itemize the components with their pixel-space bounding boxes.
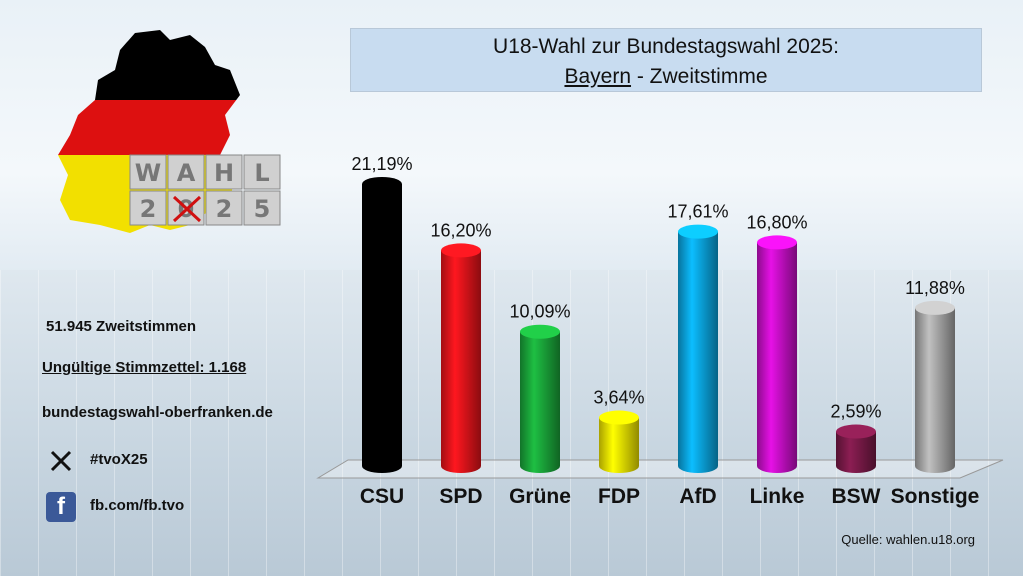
bar-grüne [520, 324, 560, 473]
bar-body [599, 417, 639, 473]
bar-body [441, 250, 481, 473]
logo-letter: A [177, 159, 196, 187]
bar-body [757, 242, 797, 473]
bar-cap [915, 300, 955, 315]
bar-fdp [599, 410, 639, 473]
data-label: 17,61% [667, 202, 728, 222]
logo-digit: 2 [140, 195, 157, 223]
floor-background [0, 270, 1023, 576]
website-link[interactable]: bundestagswahl-oberfranken.de [42, 404, 273, 421]
bar-cap [520, 324, 560, 339]
facebook-link[interactable]: fb.com/fb.tvo [90, 497, 185, 514]
cross-mark-icon [172, 195, 202, 223]
category-label: CSU [360, 485, 404, 508]
chart-title-line2: Bayern - Zweitstimme [351, 62, 981, 92]
category-label: AfD [679, 485, 716, 508]
bar-linke [757, 235, 797, 473]
data-label: 11,88% [905, 278, 965, 298]
data-label: 2,59% [830, 402, 881, 422]
bar-bsw [836, 424, 876, 473]
bar-cap [441, 243, 481, 258]
votes-count: 51.945 Zweitstimmen [46, 318, 197, 335]
chart-title-region: Bayern [564, 65, 632, 88]
x-handle[interactable]: #tvoX25 [90, 451, 148, 468]
x-logo-icon [46, 446, 76, 476]
bar-body [678, 231, 718, 473]
bar-body [362, 184, 402, 473]
data-label: 3,64% [593, 388, 644, 408]
category-label: BSW [832, 485, 881, 508]
bar-cap [599, 410, 639, 425]
data-label: 21,19% [351, 154, 412, 174]
germany-map-logo: W A H L 2 0 2 5 [58, 30, 281, 233]
data-label: 16,20% [430, 220, 491, 240]
category-label: Grüne [509, 485, 571, 508]
logo-digit: 5 [254, 195, 271, 223]
logo-digit: 2 [216, 195, 233, 223]
data-label: 16,80% [746, 212, 807, 232]
chart-title-line1: U18-Wahl zur Bundestagswahl 2025: [493, 35, 839, 58]
logo-letter: H [214, 159, 234, 187]
source-note: Quelle: wahlen.u18.org [841, 532, 975, 547]
bar-cap [757, 235, 797, 250]
bar-afd [678, 224, 718, 473]
chart-title-box: U18-Wahl zur Bundestagswahl 2025: Bayern… [350, 28, 982, 92]
bar-spd [441, 243, 481, 473]
category-label: SPD [439, 485, 482, 508]
bar-csu [362, 177, 402, 473]
chart-floor [316, 459, 1004, 479]
bar-sonstige [915, 300, 955, 473]
category-label: Sonstige [891, 485, 980, 508]
bar-cap [678, 224, 718, 239]
bar-body [915, 307, 955, 473]
logo-letter: W [135, 159, 161, 187]
chart-title-suffix: - Zweitstimme [631, 65, 768, 88]
category-label: Linke [750, 485, 805, 508]
bar-body [520, 331, 560, 473]
category-label: FDP [598, 485, 640, 508]
bar-cap [836, 424, 876, 439]
bar-body [836, 431, 876, 473]
data-label: 10,09% [509, 302, 570, 322]
bar-cap [362, 177, 402, 191]
wahl-tiles: W A H L 2 0 2 5 [129, 154, 281, 226]
facebook-icon: f [46, 492, 76, 522]
invalid-ballots: Ungültige Stimmzettel: 1.168 [42, 359, 247, 376]
logo-letter: L [254, 159, 269, 187]
